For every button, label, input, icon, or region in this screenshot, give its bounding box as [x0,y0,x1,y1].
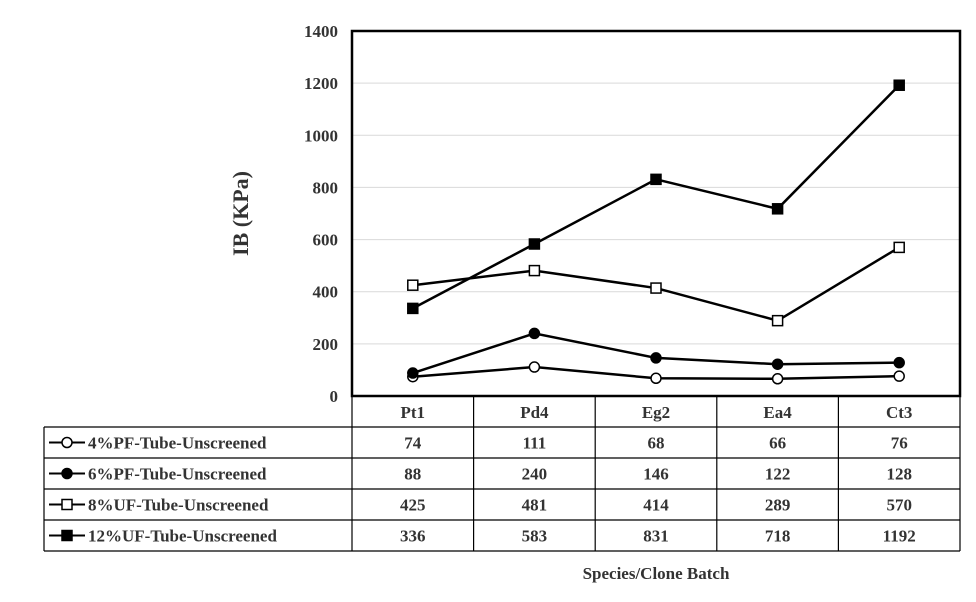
data-point [528,238,541,250]
x-tick-label: Ct3 [886,403,912,422]
data-point [407,302,419,315]
data-label: 481 [522,496,548,515]
x-tick-label: Ea4 [763,403,792,422]
legend-entry: 8%UF-Tube-Unscreened [88,496,269,515]
data-label: 718 [765,527,791,546]
table-row: 12%UF-Tube-Unscreened 336 583 831 718 1192 [49,527,916,546]
data-label: 128 [886,465,912,484]
y-tick-label: 400 [313,283,339,302]
y-tick-label: 1400 [304,22,338,41]
y-tick-label: 800 [313,178,339,197]
data-point [893,356,905,369]
x-tick-label: Eg2 [642,403,670,422]
data-point [650,173,662,186]
data-point [650,352,662,364]
data-point [771,314,784,327]
x-axis-label: Species/Clone Batch [583,564,730,583]
data-label: 146 [643,465,669,484]
data-label: 414 [643,496,669,515]
data-label: 76 [891,434,908,453]
legend-entry: 4%PF-Tube-Unscreened [88,434,267,453]
table-row: 6%PF-Tube-Unscreened 88 240 146 122 128 [49,465,912,484]
y-axis-label: IB (KPa) [228,171,253,256]
y-tick-label: 1000 [304,126,338,145]
data-point [407,279,419,291]
legend-entry: 12%UF-Tube-Unscreened [88,527,277,546]
data-point [650,372,662,385]
plot-area-frame [350,29,962,398]
data-label: 425 [400,496,426,515]
data-label: 289 [765,496,791,515]
x-tick-label: Pd4 [520,403,549,422]
data-point [528,327,541,340]
data-label: 1192 [883,527,916,546]
data-label: 122 [765,465,791,484]
data-point [528,361,541,373]
y-tick-label: 1200 [304,74,338,93]
data-table: Pt1 Pd4 Eg2 Ea4 Ct3 4%PF-Tube-Unscreened 74 111… [43,395,961,552]
series-8-uf-tube-unscreened [407,241,905,327]
y-tick-label: 200 [313,335,339,354]
series-4-pf-tube-unscreened [407,361,905,385]
data-point [650,282,662,294]
table-row: 4%PF-Tube-Unscreened 74 111 68 66 76 [49,434,908,453]
series-lines [407,79,905,385]
y-tick-label: 0 [330,387,339,406]
data-point [893,241,905,254]
data-point [893,370,905,382]
data-label: 111 [523,434,547,453]
y-axis-ticks: 0 200 400 600 800 1000 1200 1400 [304,22,338,406]
legend-key-marker [61,467,73,480]
y-tick-label: 600 [313,231,339,250]
table-row: 8%UF-Tube-Unscreened 425 481 414 289 570 [49,496,912,515]
data-label: 336 [400,527,426,546]
legend-key-marker [61,529,73,542]
series-line [412,84,901,310]
data-point [528,264,541,277]
data-point [771,373,784,385]
data-label: 88 [404,465,421,484]
data-label: 240 [522,465,548,484]
data-label: 74 [404,434,422,453]
data-label: 831 [643,527,669,546]
legend-key-marker [61,498,73,511]
data-label: 66 [769,434,786,453]
data-point [407,367,419,379]
data-label: 68 [648,434,665,453]
data-point [893,79,905,91]
data-label: 570 [886,496,912,515]
gridlines [352,82,960,345]
series-6-pf-tube-unscreened [407,327,905,379]
data-point [771,358,784,370]
data-point [771,203,784,215]
legend-key-marker [61,436,73,449]
series-12-uf-tube-unscreened [407,79,905,315]
legend-entry: 6%PF-Tube-Unscreened [88,465,267,484]
x-tick-label: Pt1 [401,403,426,422]
data-label: 583 [522,527,548,546]
